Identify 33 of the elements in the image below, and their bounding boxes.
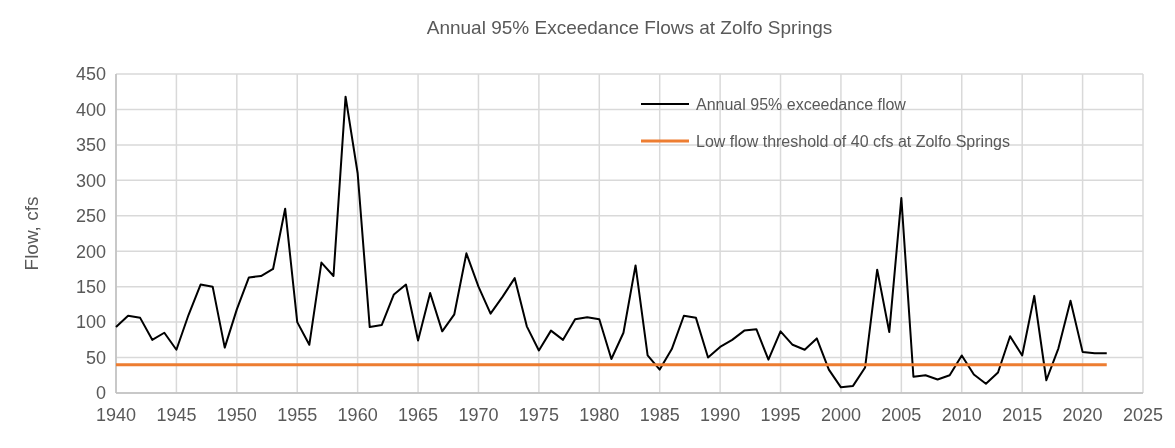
legend-label: Low flow threshold of 40 cfs at Zolfo Springs	[696, 132, 1010, 150]
y-tick-label: 250	[75, 206, 106, 227]
y-tick-label: 400	[75, 99, 106, 120]
x-tick-label: 1940	[95, 405, 137, 425]
x-tick-label: 1965	[398, 405, 439, 425]
x-tick-label: 2020	[1062, 405, 1103, 425]
x-tick-label: 1950	[216, 405, 257, 425]
y-tick-label: 350	[75, 135, 106, 156]
y-tick-label: 450	[75, 64, 106, 85]
y-tick-label: 300	[75, 170, 106, 191]
x-tick-label: 1970	[458, 405, 499, 425]
x-tick-label: 1995	[760, 405, 801, 425]
x-tick-label: 2005	[881, 405, 922, 425]
x-tick-label: 2010	[941, 405, 982, 425]
y-tick-label: 150	[75, 276, 106, 297]
x-tick-label: 1975	[518, 405, 559, 425]
x-tick-label: 1980	[579, 405, 620, 425]
line-series	[115, 95, 1108, 389]
x-tick-label: 1955	[277, 405, 318, 425]
x-tick-label: 1985	[639, 405, 680, 425]
x-tick-label: 1960	[337, 405, 378, 425]
x-tick-label: 2025	[1122, 405, 1164, 425]
x-tick-label: 2000	[820, 405, 861, 425]
chart-title: Annual 95% Exceedance Flows at Zolfo Springs	[426, 17, 833, 38]
y-tick-label: 100	[75, 312, 106, 333]
y-tick-label: 50	[85, 347, 106, 368]
x-tick-label: 1990	[700, 405, 741, 425]
y-tick-label: 200	[75, 241, 106, 262]
y-axis-title: Flow, cfs	[21, 196, 42, 271]
x-tick-label: 1945	[156, 405, 197, 425]
y-tick-label: 0	[95, 383, 106, 404]
legend-label: Annual 95% exceedance flow	[696, 95, 907, 113]
x-tick-label: 2015	[1002, 405, 1043, 425]
